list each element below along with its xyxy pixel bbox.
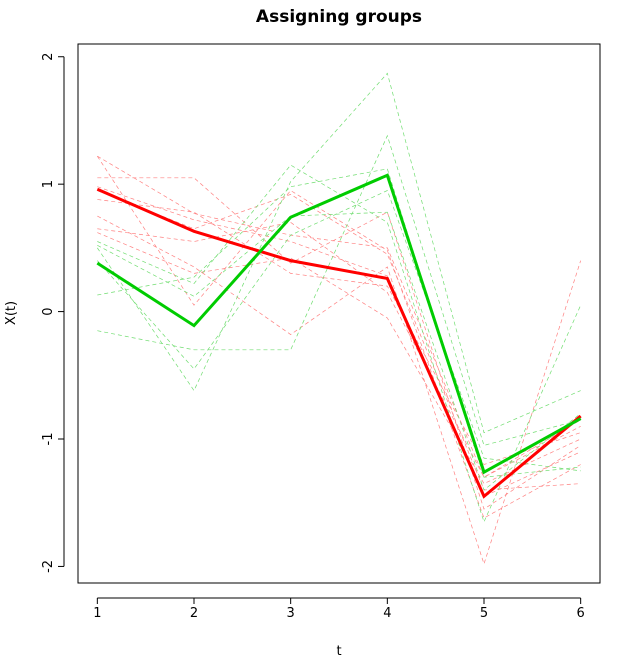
series-line [96, 173, 582, 475]
x-tick-label: 1 [93, 606, 101, 621]
y-tick-label: 0 [41, 307, 56, 315]
x-tick-label: 2 [190, 606, 198, 621]
series-line [97, 155, 581, 478]
series-line [97, 190, 581, 472]
y-axis-label: X(t) [4, 301, 19, 325]
series-line [97, 177, 581, 510]
series-line [97, 211, 581, 491]
series-line [97, 186, 581, 497]
series-line [97, 168, 581, 478]
series-line [97, 199, 581, 465]
x-axis-label: t [336, 644, 341, 659]
series-line [97, 232, 581, 485]
y-tick-label: 2 [41, 53, 56, 61]
x-tick-label: 3 [287, 606, 295, 621]
series-line [97, 222, 581, 478]
series-line [97, 164, 581, 523]
series-line [97, 215, 582, 566]
x-tick-label: 5 [480, 606, 488, 621]
y-tick-label: -1 [41, 433, 56, 446]
y-tick-label: -2 [41, 560, 56, 573]
plot-box [77, 43, 601, 584]
series-line [96, 187, 582, 499]
x-tick-label: 4 [383, 606, 391, 621]
series-line [97, 134, 581, 446]
x-tick-label: 6 [577, 606, 585, 621]
y-tick-label: 1 [41, 180, 56, 188]
series-line [97, 190, 581, 491]
series-line [97, 155, 581, 519]
chart-title: Assigning groups [256, 7, 422, 27]
series-line [97, 72, 581, 434]
